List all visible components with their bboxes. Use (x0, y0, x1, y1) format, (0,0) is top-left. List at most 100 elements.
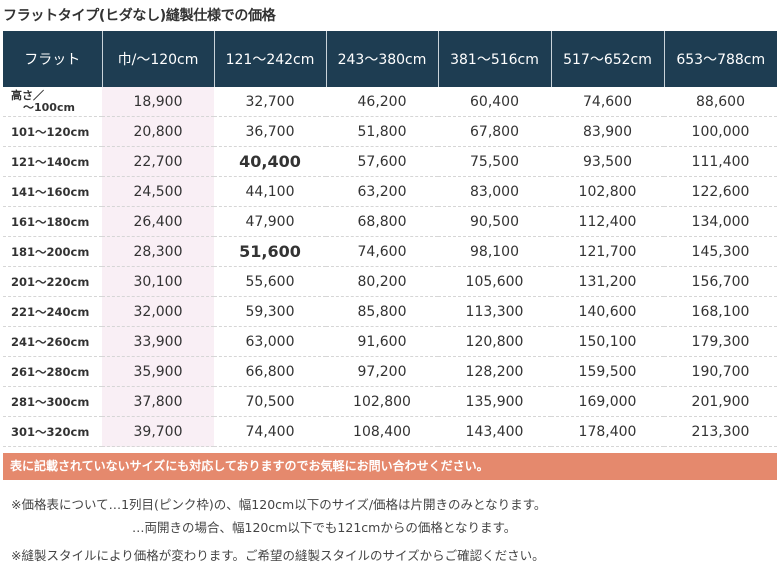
table-row: 241～260cm 33,900 63,000 91,600 120,800 150,10… (3, 326, 777, 357)
height-label-line1: 高さ／ (11, 88, 44, 102)
table-row: 161～180cm 26,400 47,900 68,800 90,500 112,400… (3, 206, 777, 237)
price-cell: 51,600 (214, 236, 326, 267)
price-cell: 98,100 (438, 236, 551, 267)
header-cell: 517～652cm (551, 31, 665, 87)
table-row: 201～220cm 30,100 55,600 80,200 105,600 131,20… (3, 266, 777, 297)
price-cell: 22,700 (102, 146, 214, 177)
price-cell: 168,100 (664, 296, 777, 327)
sewing-style-note: ※縫製スタイルにより価格が変わります。ご希望の縫製スタイルのサイズからご確認くだ… (11, 548, 545, 563)
table-row: 301～320cm 39,700 74,400 108,400 143,400 178,4… (3, 416, 777, 447)
price-note-line2: …両開きの場合、幅120cm以下でも121cmからの価格となります。 (132, 520, 517, 535)
row-height-label: 高さ／ ～100cm (3, 87, 102, 117)
price-cell: 100,000 (664, 116, 777, 147)
row-height-label: 161～180cm (3, 206, 102, 237)
price-cell: 30,100 (102, 266, 214, 297)
price-cell: 143,400 (438, 416, 551, 447)
price-cell: 74,600 (326, 236, 438, 267)
price-cell: 102,800 (551, 176, 664, 207)
price-cell: 179,300 (664, 326, 777, 357)
price-cell: 134,000 (664, 206, 777, 237)
header-cell: フラット (3, 31, 103, 87)
price-cell: 83,000 (438, 176, 551, 207)
price-table: フラット 巾/～120cm 121～242cm 243～380cm 381～51… (3, 31, 777, 447)
price-cell: 59,300 (214, 296, 326, 327)
price-cell: 18,900 (102, 87, 214, 117)
price-cell: 37,800 (102, 386, 214, 417)
price-cell: 111,400 (664, 146, 777, 177)
table-row: 261～280cm 35,900 66,800 97,200 128,200 159,50… (3, 356, 777, 387)
price-cell: 66,800 (214, 356, 326, 387)
price-cell: 135,900 (438, 386, 551, 417)
price-cell: 97,200 (326, 356, 438, 387)
header-cell: 巾/～120cm (102, 31, 215, 87)
price-cell: 40,400 (214, 146, 326, 177)
price-cell: 39,700 (102, 416, 214, 447)
price-cell: 57,600 (326, 146, 438, 177)
price-cell: 93,500 (551, 146, 664, 177)
price-cell: 36,700 (214, 116, 326, 147)
header-row: フラット 巾/～120cm 121～242cm 243～380cm 381～51… (3, 31, 777, 87)
price-cell: 74,400 (214, 416, 326, 447)
row-height-label: 181～200cm (3, 236, 102, 267)
price-cell: 108,400 (326, 416, 438, 447)
price-cell: 33,900 (102, 326, 214, 357)
price-cell: 213,300 (664, 416, 777, 447)
price-cell: 121,700 (551, 236, 664, 267)
price-cell: 169,000 (551, 386, 664, 417)
price-cell: 28,300 (102, 236, 214, 267)
price-cell: 75,500 (438, 146, 551, 177)
price-cell: 178,400 (551, 416, 664, 447)
row-height-label: 261～280cm (3, 356, 102, 387)
price-cell: 122,600 (664, 176, 777, 207)
page-title: フラットタイプ(ヒダなし)縫製仕様での価格 (3, 8, 276, 24)
row-height-label: 241～260cm (3, 326, 102, 357)
row-height-label: 221～240cm (3, 296, 102, 327)
table-row: 101～120cm 20,800 36,700 51,800 67,800 83,900 1… (3, 116, 777, 147)
table-row: 281～300cm 37,800 70,500 102,800 135,900 169,0… (3, 386, 777, 417)
price-cell: 112,400 (551, 206, 664, 237)
row-height-label: 101～120cm (3, 116, 102, 147)
price-cell: 32,700 (214, 87, 326, 117)
table-row: 141～160cm 24,500 44,100 63,200 83,000 102,800… (3, 176, 777, 207)
price-cell: 88,600 (664, 87, 777, 117)
price-note-line1: ※価格表について…1列目(ピンク枠)の、幅120cm以下のサイズ/価格は片開きの… (11, 497, 547, 512)
price-cell: 150,100 (551, 326, 664, 357)
price-cell: 67,800 (438, 116, 551, 147)
row-height-label: 141～160cm (3, 176, 102, 207)
price-cell: 35,900 (102, 356, 214, 387)
table-row: 181～200cm 28,300 51,600 74,600 98,100 121,700… (3, 236, 777, 267)
header-cell: 243～380cm (326, 31, 439, 87)
price-cell: 83,900 (551, 116, 664, 147)
price-cell: 80,200 (326, 266, 438, 297)
price-cell: 131,200 (551, 266, 664, 297)
price-cell: 63,000 (214, 326, 326, 357)
price-cell: 201,900 (664, 386, 777, 417)
price-cell: 102,800 (326, 386, 438, 417)
price-cell: 55,600 (214, 266, 326, 297)
row-height-label: 281～300cm (3, 386, 102, 417)
price-cell: 128,200 (438, 356, 551, 387)
price-cell: 26,400 (102, 206, 214, 237)
row-height-label: 201～220cm (3, 266, 102, 297)
price-cell: 68,800 (326, 206, 438, 237)
price-cell: 190,700 (664, 356, 777, 387)
price-cell: 60,400 (438, 87, 551, 117)
price-cell: 159,500 (551, 356, 664, 387)
price-cell: 74,600 (551, 87, 664, 117)
price-cell: 90,500 (438, 206, 551, 237)
table-row: 高さ／ ～100cm 18,900 32,700 46,200 60,400 74,600 8… (3, 87, 777, 117)
price-cell: 91,600 (326, 326, 438, 357)
price-cell: 32,000 (102, 296, 214, 327)
price-cell: 113,300 (438, 296, 551, 327)
price-cell: 85,800 (326, 296, 438, 327)
price-cell: 120,800 (438, 326, 551, 357)
price-cell: 20,800 (102, 116, 214, 147)
price-cell: 47,900 (214, 206, 326, 237)
table-row: 221～240cm 32,000 59,300 85,800 113,300 140,60… (3, 296, 777, 327)
price-cell: 145,300 (664, 236, 777, 267)
price-cell: 156,700 (664, 266, 777, 297)
header-cell: 653～788cm (664, 31, 777, 87)
price-cell: 24,500 (102, 176, 214, 207)
contact-banner: 表に記載されていないサイズにも対応しておりますのでお気軽にお問い合わせください。 (3, 453, 777, 480)
row-height-label: 121～140cm (3, 146, 102, 177)
